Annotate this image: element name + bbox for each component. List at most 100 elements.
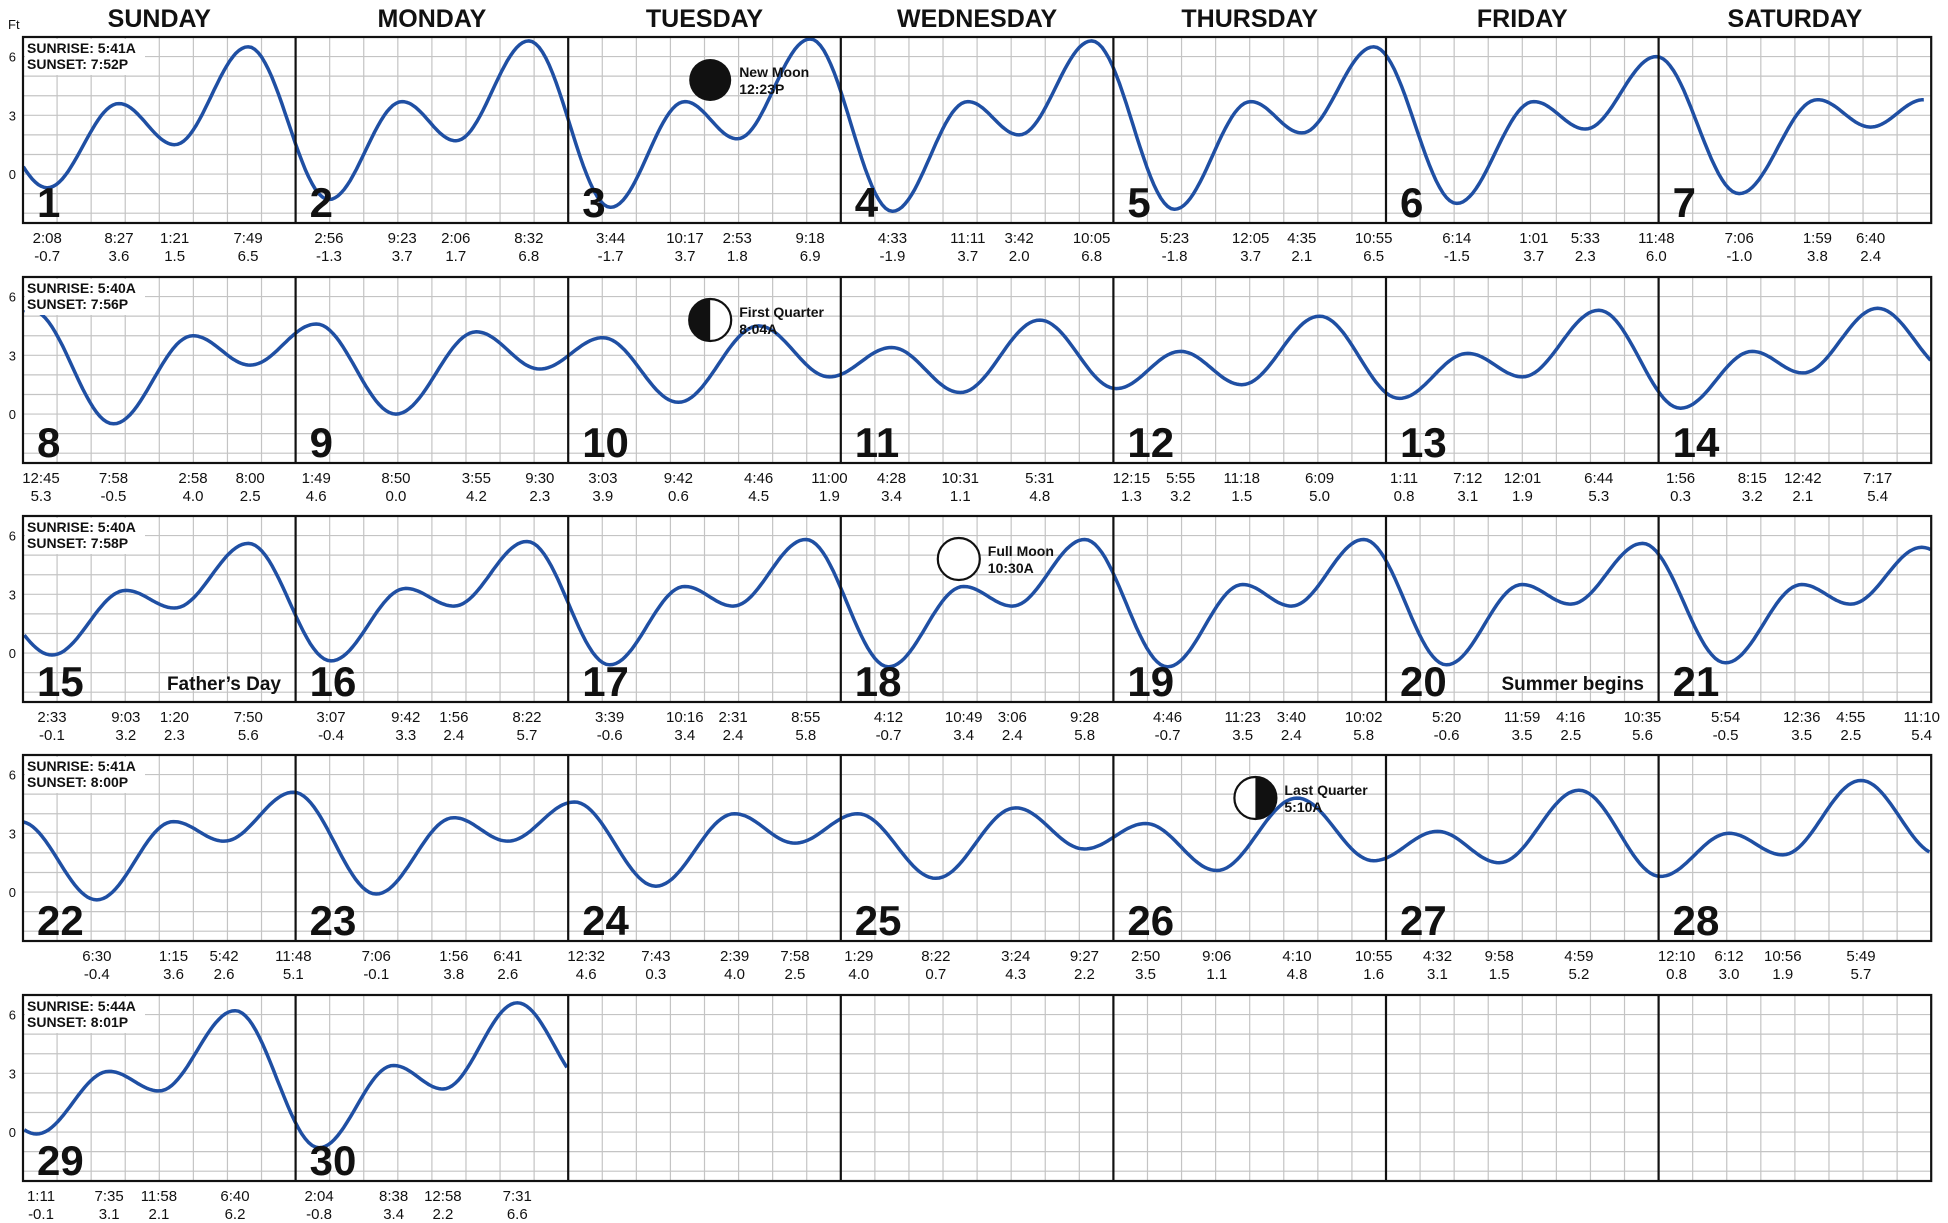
tide-height: 3.7	[392, 248, 413, 265]
day-number: 6	[1400, 179, 1423, 226]
tide-time: 6:41	[493, 948, 522, 965]
tide-time: 10:56	[1764, 948, 1802, 965]
sunset-label: SUNSET: 7:52P	[27, 56, 128, 72]
day-header-wednesday: WEDNESDAY	[897, 5, 1058, 33]
tide-time: 2:08	[33, 230, 62, 247]
tide-time: 7:12	[1453, 470, 1482, 487]
day-header-friday: FRIDAY	[1477, 5, 1568, 33]
tide-height: 4.3	[1005, 966, 1026, 983]
day-number: 24	[582, 897, 629, 944]
sunset-label: SUNSET: 8:01P	[27, 1014, 128, 1030]
tide-time: 12:05	[1232, 230, 1270, 247]
tide-time: 2:39	[720, 948, 749, 965]
tide-height: 5.4	[1867, 488, 1888, 505]
day-header-sunday: SUNDAY	[108, 5, 212, 33]
tide-time: 6:40	[1856, 230, 1885, 247]
tide-height: 2.6	[214, 966, 235, 983]
moon-phase-time: 5:10A	[1284, 799, 1322, 815]
tide-time: 4:16	[1556, 709, 1585, 726]
tide-time: 11:10	[1904, 709, 1940, 726]
tide-height: 0.8	[1666, 966, 1687, 983]
tide-height: 3.4	[383, 1206, 404, 1223]
day-number: 17	[582, 658, 629, 705]
tide-time: 4:32	[1423, 948, 1452, 965]
tide-time: 11:18	[1224, 470, 1260, 487]
calendar-note: Father’s Day	[167, 674, 281, 695]
tide-height: 3.7	[1523, 248, 1544, 265]
tide-time: 7:49	[233, 230, 262, 247]
week-frame	[21, 275, 1933, 465]
day-number: 22	[37, 897, 84, 944]
tide-height: 2.5	[785, 966, 806, 983]
tide-height: -0.4	[84, 966, 110, 983]
tide-time: 6:14	[1442, 230, 1471, 247]
tide-time: 3:39	[595, 709, 624, 726]
tide-height: 2.1	[148, 1206, 169, 1223]
tide-time: 2:50	[1131, 948, 1160, 965]
tide-height: 6.5	[238, 248, 259, 265]
tide-height: 3.5	[1232, 727, 1253, 744]
tide-height: 5.7	[1851, 966, 1872, 983]
day-number: 5	[1127, 179, 1150, 226]
tide-time: 6:12	[1714, 948, 1743, 965]
tide-time: 6:40	[220, 1188, 249, 1205]
moon-phase-time: 10:30A	[988, 560, 1034, 576]
tide-height: 2.1	[1291, 248, 1312, 265]
tide-time: 4:12	[874, 709, 903, 726]
sunset-label: SUNSET: 7:58P	[27, 535, 128, 551]
tide-time: 3:44	[596, 230, 625, 247]
tide-height: 6.5	[1363, 248, 1384, 265]
tide-time: 1:15	[159, 948, 188, 965]
tide-height: 2.4	[1002, 727, 1023, 744]
tide-height: 2.2	[1074, 966, 1095, 983]
day-number: 29	[37, 1137, 84, 1184]
tide-height: 0.3	[1670, 488, 1691, 505]
tide-height: 0.0	[386, 488, 407, 505]
tide-height: 4.6	[576, 966, 597, 983]
tide-time: 11:23	[1224, 709, 1260, 726]
y-tick-label: 3	[9, 826, 16, 841]
week-frame	[21, 514, 1933, 704]
moon-shadow	[689, 299, 711, 341]
sun-times-box	[25, 518, 145, 554]
tide-height: 3.5	[1512, 727, 1533, 744]
tide-height: 6.8	[1081, 248, 1102, 265]
tide-time: 10:17	[666, 230, 704, 247]
tide-time: 3:42	[1005, 230, 1034, 247]
sunset-label: SUNSET: 7:56P	[27, 296, 128, 312]
tide-height: -1.9	[880, 248, 906, 265]
tide-time: 3:55	[462, 470, 491, 487]
tide-height: 3.7	[1240, 248, 1261, 265]
tide-time: 6:09	[1305, 470, 1334, 487]
tide-height: 0.3	[645, 966, 666, 983]
tide-time: 4:33	[878, 230, 907, 247]
tide-height: 3.7	[957, 248, 978, 265]
tide-height: 3.7	[675, 248, 696, 265]
tide-time: 10:31	[941, 470, 979, 487]
tide-height: -0.8	[306, 1206, 332, 1223]
tide-height: -0.1	[39, 727, 65, 744]
tide-time: 8:38	[379, 1188, 408, 1205]
day-number: 14	[1673, 419, 1720, 466]
day-number: 30	[310, 1137, 357, 1184]
sun-times-box	[25, 279, 145, 315]
tide-time: 5:54	[1711, 709, 1740, 726]
tide-time: 2:56	[314, 230, 343, 247]
moon-phase-name: Full Moon	[988, 543, 1054, 559]
tide-time: 4:55	[1836, 709, 1865, 726]
day-number: 3	[582, 179, 605, 226]
tide-time: 3:06	[998, 709, 1027, 726]
tide-time: 9:03	[111, 709, 140, 726]
tide-time: 9:06	[1202, 948, 1231, 965]
tide-time: 12:32	[567, 948, 605, 965]
tide-time: 9:42	[664, 470, 693, 487]
tide-height: 0.8	[1394, 488, 1415, 505]
tide-height: 3.5	[1135, 966, 1156, 983]
tide-time: 10:35	[1624, 709, 1662, 726]
